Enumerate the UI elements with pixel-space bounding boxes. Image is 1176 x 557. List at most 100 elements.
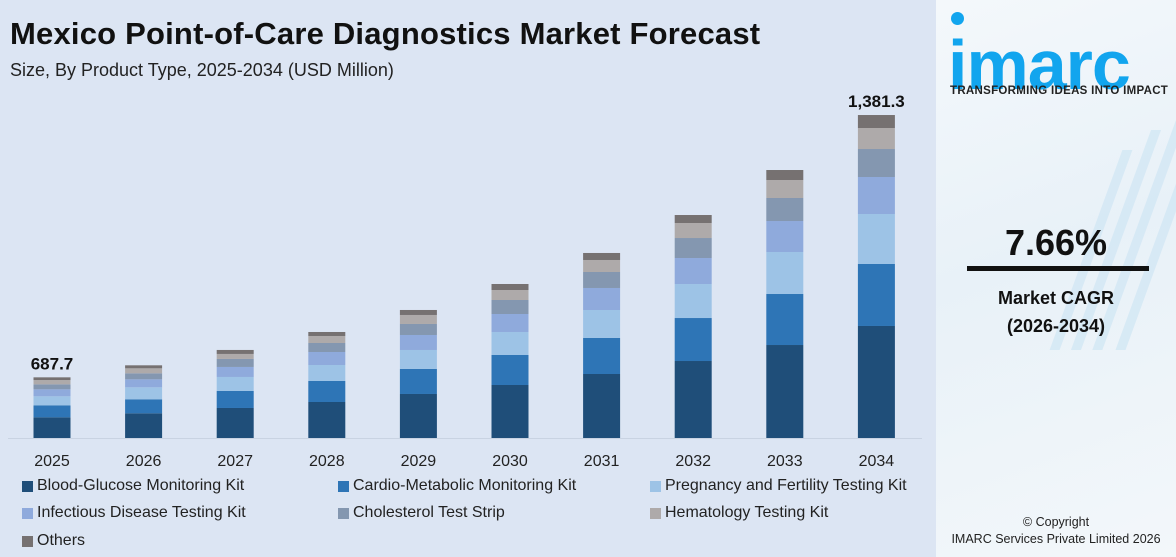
bar-segment-2033-6 bbox=[766, 170, 804, 181]
x-tick-label: 2033 bbox=[767, 453, 803, 470]
bar-segment-2031-0 bbox=[583, 373, 621, 438]
bar-segment-2030-1 bbox=[491, 354, 529, 385]
bar-segment-2032-3 bbox=[674, 258, 712, 285]
bar-segment-2028-4 bbox=[308, 342, 346, 352]
bar-segment-2031-1 bbox=[583, 337, 621, 374]
bar-segment-2029-0 bbox=[399, 393, 437, 438]
legend-item: Infectious Disease Testing Kit bbox=[22, 504, 246, 522]
legend-swatch bbox=[338, 507, 349, 519]
bar-segment-2025-1 bbox=[33, 405, 71, 418]
x-tick-label: 2029 bbox=[401, 453, 437, 470]
bar-segment-2027-0 bbox=[216, 407, 254, 438]
bar-segment-2026-0 bbox=[125, 413, 163, 438]
bar-segment-2028-6 bbox=[308, 331, 346, 336]
bar-segment-2033-1 bbox=[766, 294, 804, 346]
bar-segment-2032-1 bbox=[674, 318, 712, 362]
bar-segment-2027-4 bbox=[216, 358, 254, 367]
bar-segment-2027-6 bbox=[216, 349, 254, 354]
copyright-line1: © Copyright bbox=[1022, 515, 1090, 529]
x-tick-label: 2030 bbox=[492, 453, 528, 470]
bar-segment-2025-6 bbox=[33, 377, 71, 381]
logo-tagline: TRANSFORMING IDEAS INTO IMPACT bbox=[950, 85, 1169, 97]
legend-swatch bbox=[650, 480, 661, 492]
bar-segment-2033-5 bbox=[766, 180, 804, 199]
legend-label: Infectious Disease Testing Kit bbox=[37, 504, 246, 521]
legend-swatch bbox=[22, 535, 33, 547]
cagr-label-block: Market CAGR (2026-2034) bbox=[936, 284, 1176, 340]
x-tick-label: 2032 bbox=[675, 453, 711, 470]
x-tick-label: 2027 bbox=[217, 453, 253, 470]
bar-segment-2030-3 bbox=[491, 313, 529, 332]
bar-segment-2029-1 bbox=[399, 368, 437, 394]
legend-item: Hematology Testing Kit bbox=[650, 504, 828, 522]
cagr-period: (2026-2034) bbox=[1006, 316, 1106, 336]
bar-segment-2030-2 bbox=[491, 331, 529, 355]
chart-subtitle: Size, By Product Type, 2025-2034 (USD Mi… bbox=[10, 60, 394, 80]
legend-label: Hematology Testing Kit bbox=[665, 504, 829, 521]
bar-segment-2025-5 bbox=[33, 380, 71, 385]
bar-segment-2030-5 bbox=[491, 289, 529, 301]
bar-segment-2028-0 bbox=[308, 402, 346, 438]
bar-segment-2031-2 bbox=[583, 309, 621, 338]
bar-segment-2034-5 bbox=[857, 128, 895, 150]
bar-segment-2031-6 bbox=[583, 252, 621, 260]
bar-segment-2027-2 bbox=[216, 376, 254, 391]
bar-segment-2028-3 bbox=[308, 351, 346, 365]
total-label: 1,381.3 bbox=[848, 92, 905, 111]
legend-swatch bbox=[22, 480, 33, 492]
bar-segment-2033-4 bbox=[766, 198, 804, 222]
legend-label: Blood-Glucose Monitoring Kit bbox=[37, 477, 245, 494]
bar-segment-2032-5 bbox=[674, 223, 712, 239]
x-tick-label: 2031 bbox=[584, 453, 620, 470]
bar-segment-2034-0 bbox=[857, 325, 895, 438]
cagr-label: Market CAGR bbox=[997, 288, 1115, 308]
bar-segment-2034-2 bbox=[857, 214, 895, 264]
chart-panel: Mexico Point-of-Care Diagnostics Market … bbox=[8, 16, 922, 550]
bar-segment-2027-1 bbox=[216, 390, 254, 408]
legend-label: Others bbox=[37, 532, 86, 549]
bar-segment-2033-0 bbox=[766, 345, 804, 438]
bar-segment-2025-3 bbox=[33, 389, 71, 397]
bar-segment-2026-6 bbox=[125, 365, 163, 369]
bar-segment-2029-5 bbox=[399, 314, 437, 324]
sidebar: imarc TRANSFORMING IDEAS INTO IMPACT 7.6… bbox=[936, 0, 1176, 557]
legend-swatch bbox=[22, 507, 33, 519]
copyright-line2: IMARC Services Private Limited 2026 bbox=[951, 532, 1161, 546]
legend-swatch bbox=[338, 480, 349, 492]
imarc-logo: imarc bbox=[948, 26, 1131, 104]
legend-item: Blood-Glucose Monitoring Kit bbox=[22, 477, 244, 495]
bar-segment-2033-2 bbox=[766, 252, 804, 295]
bar-segment-2030-0 bbox=[491, 384, 529, 438]
cagr-divider bbox=[967, 266, 1149, 271]
x-tick-label: 2025 bbox=[34, 453, 70, 470]
legend-item: Others bbox=[22, 532, 85, 550]
bar-segment-2026-1 bbox=[125, 399, 163, 414]
bar-segment-2034-6 bbox=[857, 115, 895, 129]
legend-label: Pregnancy and Fertility Testing Kit bbox=[665, 477, 907, 494]
bar-segment-2029-2 bbox=[399, 349, 437, 369]
bar-segment-2029-3 bbox=[399, 334, 437, 350]
bar-segment-2031-5 bbox=[583, 259, 621, 272]
bar-segment-2032-0 bbox=[674, 361, 712, 438]
bar-segment-2029-6 bbox=[399, 309, 437, 315]
legend-label: Cholesterol Test Strip bbox=[353, 504, 505, 521]
bar-segment-2034-1 bbox=[857, 263, 895, 326]
logo-dot bbox=[951, 12, 964, 25]
legend-item: Pregnancy and Fertility Testing Kit bbox=[650, 477, 907, 495]
bar-segment-2025-4 bbox=[33, 384, 71, 390]
legend-item: Cholesterol Test Strip bbox=[338, 504, 505, 522]
bar-segment-2026-4 bbox=[125, 373, 163, 380]
bar-segment-2027-5 bbox=[216, 353, 254, 359]
bar-segment-2027-3 bbox=[216, 366, 254, 377]
copyright: © Copyright IMARC Services Private Limit… bbox=[936, 514, 1176, 548]
bar-segment-2033-3 bbox=[766, 221, 804, 253]
legend-swatch bbox=[650, 507, 661, 519]
legend-label: Cardio-Metabolic Monitoring Kit bbox=[353, 477, 577, 494]
bar-segment-2026-5 bbox=[125, 368, 163, 374]
bar-segment-2034-3 bbox=[857, 177, 895, 215]
bar-segment-2031-3 bbox=[583, 287, 621, 310]
stacked-bar-chart: 2025 687.7 2026 2027 2028 2029 2030 2031 2032 203… bbox=[8, 92, 922, 470]
bar-segment-2034-4 bbox=[857, 149, 895, 178]
x-tick-label: 2034 bbox=[859, 453, 895, 470]
total-label: 687.7 bbox=[31, 354, 74, 373]
